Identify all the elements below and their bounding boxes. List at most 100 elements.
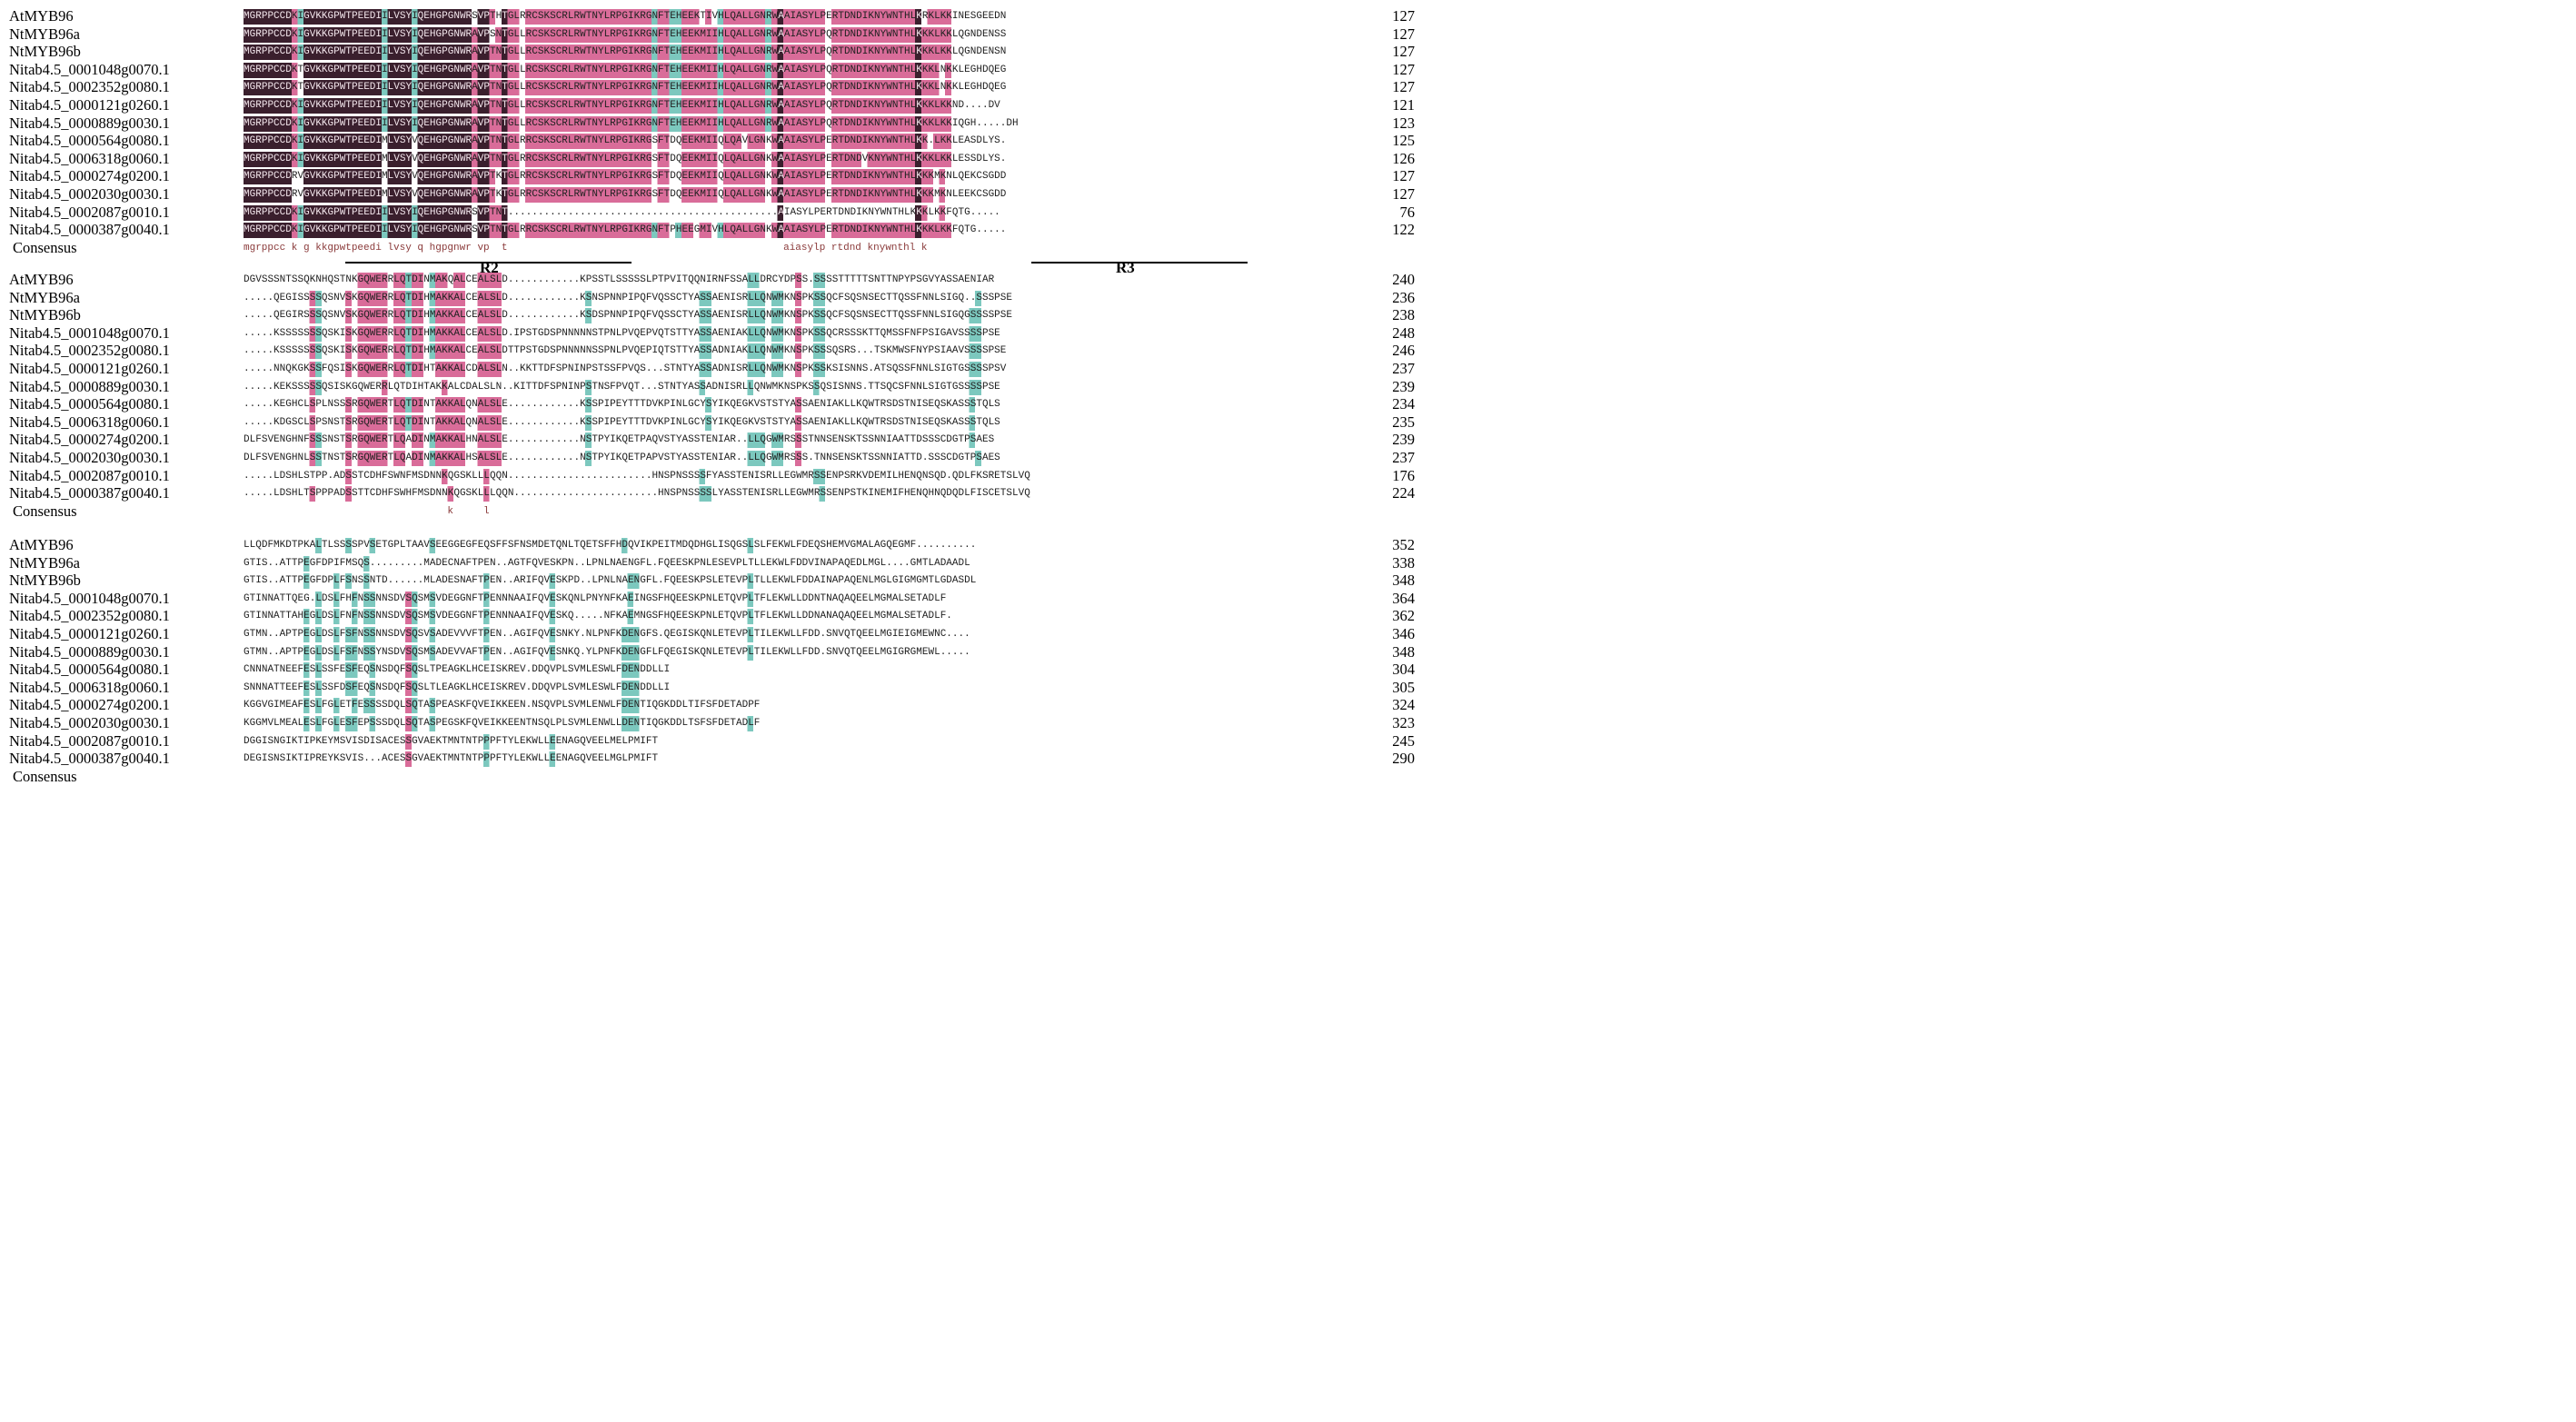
residue: L [681,416,689,428]
residue: Y [405,28,413,40]
residue: N [453,557,460,569]
residue: I [628,46,634,58]
residue: N [597,381,604,393]
residue: . [580,628,586,640]
residue: T [597,363,604,374]
residue: G [249,64,256,75]
residue: Y [921,345,929,357]
residue: V [711,11,719,22]
residue: G [249,135,256,147]
residue: C [274,11,280,22]
residue: S [399,735,406,747]
residue: I [417,416,424,428]
residue: R [735,381,742,393]
residue: D [532,681,538,693]
residue: D [856,117,862,129]
residue: R [387,310,394,322]
residue: S [831,363,839,374]
residue: T [663,224,671,236]
residue: H [651,470,659,482]
residue: L [981,153,989,164]
residue: . [550,416,556,428]
residue: S [651,611,659,622]
residue: L [981,135,989,147]
residue: S [831,452,839,463]
residue: V [735,575,742,587]
residue: R [831,188,839,200]
residue: M [921,575,929,587]
residue: L [1012,488,1019,500]
residue: E [826,224,832,236]
residue: K [916,135,922,147]
residue: I [489,717,496,729]
residue: I [628,99,634,111]
residue: N [766,345,772,357]
residue: G [645,82,652,94]
residue: K [543,11,551,22]
residue: L [567,540,574,551]
residue: H [375,470,383,482]
residue: C [880,310,887,322]
residue: T [850,628,857,640]
residue: V [477,206,484,218]
residue: N [610,327,616,339]
residue: N [495,628,502,640]
residue: A [435,434,443,446]
residue: E [442,557,448,569]
residue: N [850,99,857,111]
residue: G [645,28,652,40]
residue: E [688,117,694,129]
residue: S [970,153,977,164]
residue: Y [988,135,995,147]
residue: G [453,592,460,604]
residue: A [465,646,472,658]
residue: R [562,46,568,58]
residue: T [405,292,413,303]
residue: K [333,327,340,339]
residue: A [267,664,274,676]
residue: K [459,681,466,693]
residue: R [255,82,262,94]
residue: N [891,64,899,75]
residue: K [748,416,754,428]
residue: S [363,575,370,587]
sequence-position: 127 [1392,43,1415,61]
residue: L [513,735,521,747]
residue: L [321,399,328,411]
residue: T [898,135,905,147]
residue: N [562,540,568,551]
residue: F [472,611,478,622]
residue: P [820,82,827,94]
residue: M [778,434,784,446]
residue: N [279,363,286,374]
residue: M [778,292,784,303]
residue: T [345,28,352,40]
residue: S [555,628,562,640]
sequence-name: Nitab4.5_0000889g0030.1 [9,114,170,132]
residue: . [562,399,568,411]
residue: S [970,345,977,357]
residue: I [730,292,736,303]
residue: G [741,399,749,411]
residue: . [502,628,508,640]
residue: R [640,135,646,147]
residue: K [291,117,298,129]
residue: K [459,700,466,711]
residue: Q [861,416,869,428]
sequence-residues: MGRPPCCDKTGVKKGPWTPEEDIILVSYIQEHGPGNWRAV… [244,80,1370,96]
sequence-residues: DLFSVENGHNLSSTNSTSRGQWERTLQADINMAKKALHSA… [244,450,1370,466]
residue: T [766,416,772,428]
residue: S [981,292,989,303]
residue: N [585,327,592,339]
residue: P [838,575,844,587]
residue: L [910,64,917,75]
residue: N [382,611,388,622]
residue: H [700,540,706,551]
residue: S [550,46,556,58]
residue: W [339,153,346,164]
residue: E [550,611,556,622]
residue: E [442,664,448,676]
residue: I [861,82,869,94]
residue: S [723,470,731,482]
residue: E [303,575,310,587]
